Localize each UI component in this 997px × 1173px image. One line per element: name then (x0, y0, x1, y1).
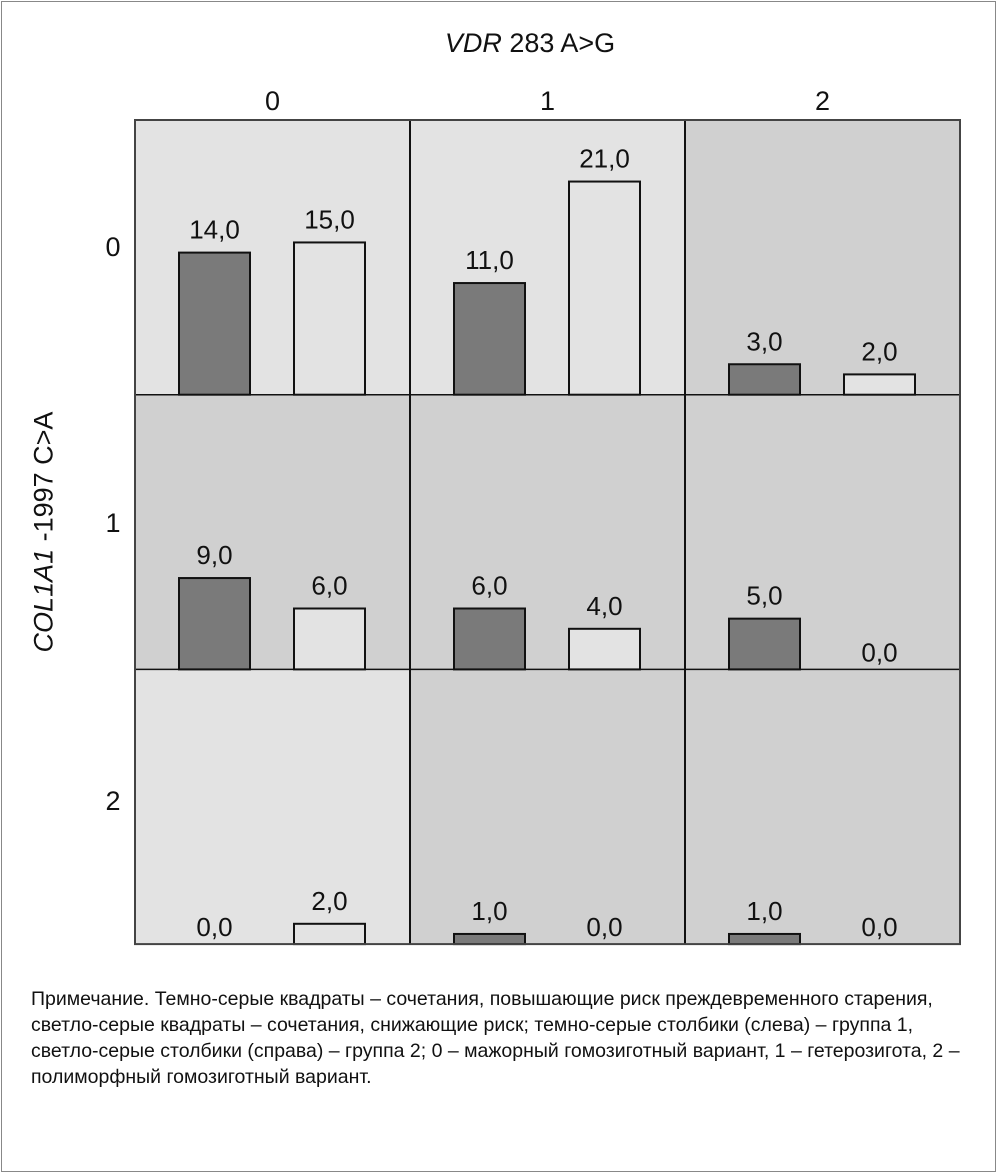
cell-background-low-risk (135, 120, 410, 395)
data-label-group1: 1,0 (471, 896, 507, 926)
data-label-group1: 3,0 (746, 326, 782, 356)
data-label-group2: 6,0 (311, 571, 347, 601)
data-label-group1: 0,0 (196, 912, 232, 942)
data-label-group1: 9,0 (196, 540, 232, 570)
bar-group1 (728, 617, 801, 671)
bar-group2 (843, 373, 916, 396)
data-label-group2: 0,0 (861, 912, 897, 942)
data-label-group1: 11,0 (465, 245, 514, 275)
bar-group1 (178, 577, 251, 671)
data-label-group2: 0,0 (861, 637, 897, 667)
data-label-group2: 2,0 (311, 886, 347, 916)
row-tick-0: 0 (105, 232, 121, 262)
cell-background-high-risk (685, 394, 960, 670)
bar-group1 (453, 607, 526, 671)
bar-group2 (568, 180, 641, 396)
data-label-group2: 15,0 (304, 204, 355, 234)
data-label-group2: 21,0 (579, 144, 630, 174)
cell-background-high-risk (410, 669, 685, 945)
x-axis-title-variant: 283 A>G (501, 28, 616, 58)
row-tick-1: 1 (105, 508, 121, 538)
bar-group1 (178, 251, 251, 396)
data-label-group1: 1,0 (746, 896, 782, 926)
bar-group1 (453, 282, 526, 396)
bar-group1 (453, 932, 526, 946)
data-label-group1: 5,0 (746, 581, 782, 611)
bar-group1 (728, 932, 801, 946)
data-label-group1: 6,0 (471, 571, 507, 601)
bar-group2 (293, 607, 366, 671)
bar-group1 (728, 363, 801, 396)
cell-background-high-risk (135, 394, 410, 670)
cell-background-high-risk (410, 394, 685, 670)
cell-background-high-risk (685, 120, 960, 395)
x-axis-title-gene: VDR (444, 28, 502, 58)
cell-background-low-risk (410, 120, 685, 395)
bar-group2 (293, 241, 366, 396)
row-tick-2: 2 (105, 786, 121, 816)
bar-group2 (568, 627, 641, 671)
col-tick-0: 0 (264, 86, 281, 116)
cell-background-low-risk (135, 669, 410, 945)
bar-group2 (293, 922, 366, 946)
data-label-group1: 14,0 (189, 215, 240, 245)
data-label-group2: 2,0 (861, 336, 897, 366)
figure-note: Примечание. Темно-серые квадраты – сочет… (31, 988, 960, 1088)
data-label-group2: 0,0 (586, 912, 622, 942)
grid-border (134, 119, 961, 946)
col-tick-1: 1 (539, 86, 556, 116)
cell-background-high-risk (685, 669, 960, 945)
data-label-group2: 4,0 (586, 591, 622, 621)
col-tick-2: 2 (814, 86, 831, 116)
x-axis-title: VDR 283 A>G (0, 28, 997, 59)
